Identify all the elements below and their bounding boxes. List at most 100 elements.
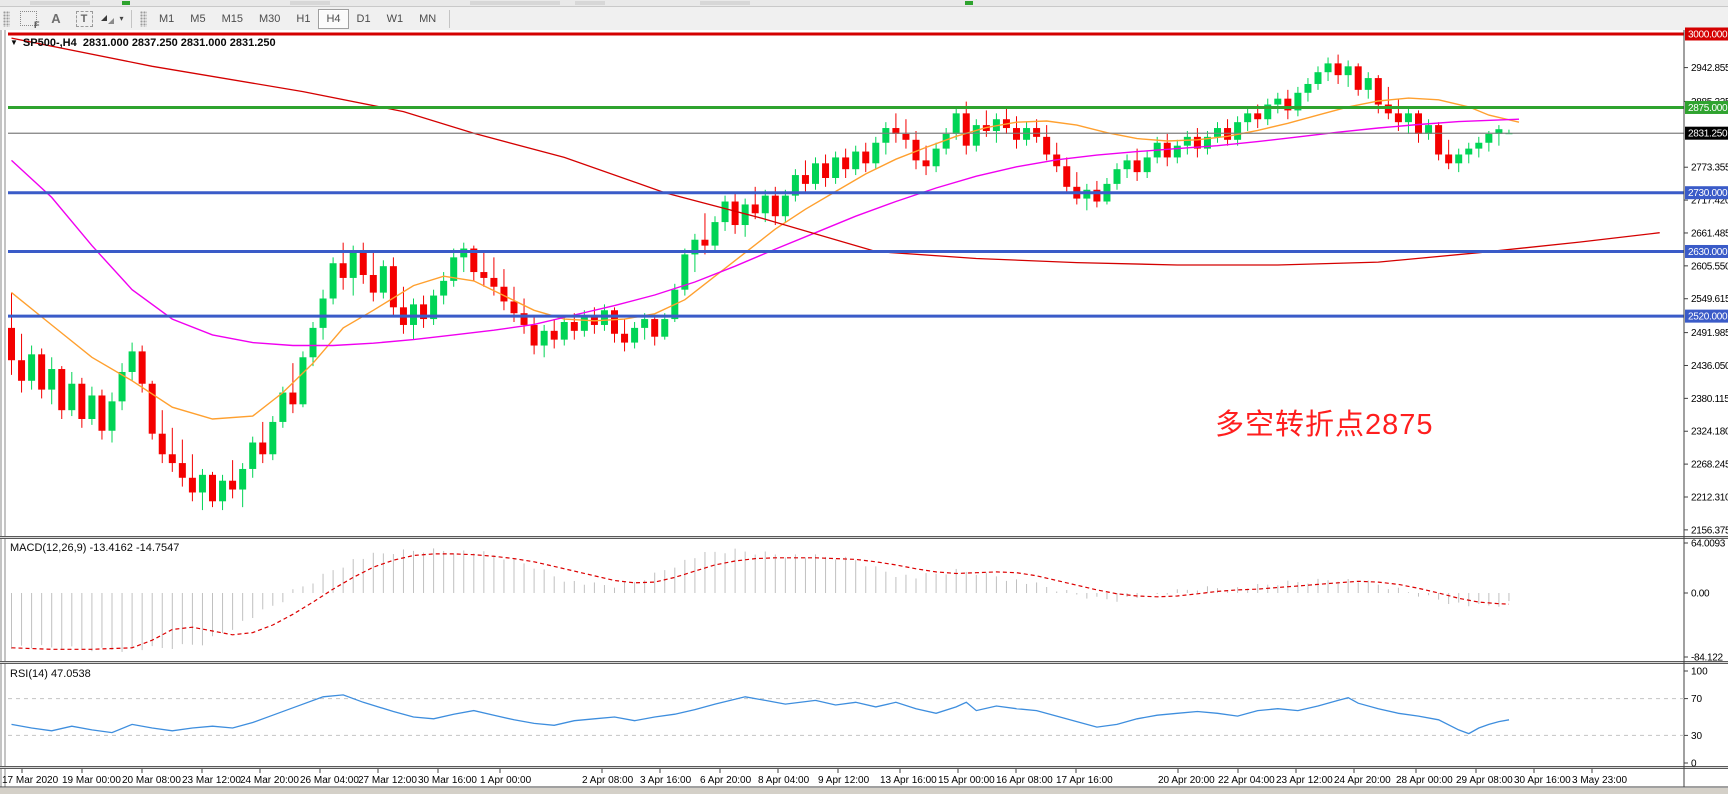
timeframe-button-mn[interactable]: MN xyxy=(419,12,437,25)
text-label-tool-button[interactable]: A xyxy=(42,8,70,30)
candle-body xyxy=(1183,136,1191,146)
price-badge-2520.000 xyxy=(1685,309,1728,323)
timeframe-button-w1[interactable]: W1 xyxy=(386,12,404,25)
panel-splitter[interactable] xyxy=(0,661,1728,664)
candle-body xyxy=(359,251,367,275)
window-bottom-strip xyxy=(0,788,1728,794)
candle-body xyxy=(691,239,699,255)
candle-body xyxy=(1475,142,1483,149)
candle-body xyxy=(1123,160,1131,170)
candle-body xyxy=(1354,66,1362,90)
candle-body xyxy=(8,327,15,361)
time-tick-label: 19 Mar 00:00 xyxy=(62,775,121,786)
candle-body xyxy=(882,128,890,143)
macd-tick-label: 64.0093 xyxy=(1691,539,1726,550)
candle-body xyxy=(440,280,448,296)
timeframe-button-m5[interactable]: M5 xyxy=(190,12,206,25)
candle-body xyxy=(168,454,176,464)
time-tick-label: 22 Apr 04:00 xyxy=(1218,775,1275,786)
toolbar-separator xyxy=(449,9,451,28)
macd-tick-label: -84.122 xyxy=(1691,653,1724,664)
timeframe-button-group: M1 M5 M15 M30 H1 H4 D1 W1 MN xyxy=(151,8,444,29)
toolbar-separator xyxy=(131,9,132,28)
candle-body xyxy=(1063,166,1071,187)
rsi-tick-label: 0 xyxy=(1691,759,1697,770)
candle-body xyxy=(118,371,126,402)
candle-body xyxy=(560,322,568,340)
timeframe-button-h4[interactable]: H4 xyxy=(318,8,349,29)
time-tick-label: 23 Mar 12:00 xyxy=(182,775,241,786)
time-tick-label: 30 Apr 16:00 xyxy=(1514,775,1571,786)
candle-body xyxy=(721,201,729,223)
fibo-grid-tool-button[interactable]: F xyxy=(14,8,42,30)
rsi-line xyxy=(11,694,1510,735)
chart-ohlc-header: ▼ SP500-,H4 2831.000 2837.250 2831.000 28… xyxy=(10,37,276,49)
candle-body xyxy=(962,113,970,146)
candle-body xyxy=(1013,128,1020,140)
symbol-dropdown-icon[interactable]: ▼ xyxy=(10,38,18,47)
timeframe-button-m30[interactable]: M30 xyxy=(258,12,281,25)
candle-body xyxy=(922,160,930,167)
toolbar-grip[interactable] xyxy=(3,10,10,27)
candle-body xyxy=(932,148,940,167)
candle-body xyxy=(1324,63,1332,73)
time-tick-label: 26 Mar 04:00 xyxy=(300,775,359,786)
candle-body xyxy=(580,316,588,331)
price-tick-label: 2156.375 xyxy=(1691,525,1728,536)
candle-body xyxy=(1455,154,1463,164)
timeframe-button-m1[interactable]: M1 xyxy=(159,12,175,25)
timeframe-button-m15[interactable]: M15 xyxy=(221,12,243,25)
panel-splitter[interactable] xyxy=(0,536,1728,539)
macd-signal-line xyxy=(11,553,1510,650)
candle-body xyxy=(1203,136,1211,149)
macd-tick-label: 0.00 xyxy=(1691,589,1710,600)
price-badge-label: 3000.000 xyxy=(1688,30,1728,41)
toolbar-fragment xyxy=(30,1,90,5)
candle-body xyxy=(812,163,819,184)
price-badge-2630.000 xyxy=(1685,244,1728,258)
candle-body xyxy=(942,133,950,149)
toolbar-grip[interactable] xyxy=(140,10,147,27)
price-tick-label: 2324.180 xyxy=(1691,427,1728,438)
chart-text-annotation[interactable]: 多空转折点2875 xyxy=(1215,409,1434,441)
toolbar-fragment xyxy=(470,1,560,5)
candle-body xyxy=(490,277,498,287)
candle-body xyxy=(1264,104,1272,120)
candle-body xyxy=(128,351,136,372)
price-badge-2730.000 xyxy=(1685,186,1728,200)
candle-body xyxy=(188,477,196,493)
time-tick-label: 8 Apr 04:00 xyxy=(758,775,810,786)
ohlc-high: 2837.250 xyxy=(131,37,178,49)
ohlc-close: 2831.250 xyxy=(229,37,276,49)
price-badge-3000.000 xyxy=(1685,27,1728,41)
candle-body xyxy=(510,301,518,314)
candle-body xyxy=(38,354,46,390)
timeframe-button-h1[interactable]: H1 xyxy=(296,12,311,25)
candle-body xyxy=(219,480,227,502)
candle-body xyxy=(158,433,166,455)
time-tick-label: 29 Apr 08:00 xyxy=(1456,775,1513,786)
arrows-tool-button[interactable]: ▾ xyxy=(98,8,126,30)
timeframe-button-d1[interactable]: D1 xyxy=(356,12,371,25)
price-tick-label: 2212.310 xyxy=(1691,492,1728,503)
time-tick-label: 2 Apr 08:00 xyxy=(582,775,634,786)
candle-body xyxy=(500,286,508,302)
candle-body xyxy=(1274,98,1282,105)
clipped-toolbar-row xyxy=(0,0,1728,7)
candle-body xyxy=(319,298,327,328)
rsi-tick-label: 70 xyxy=(1691,694,1703,705)
candle-body xyxy=(1163,142,1171,158)
price-tick-label: 2380.115 xyxy=(1691,394,1728,405)
price-badge-label: 2730.000 xyxy=(1688,188,1728,199)
candle-body xyxy=(239,468,247,490)
candle-body xyxy=(540,330,548,346)
panel-splitter[interactable] xyxy=(0,766,1728,769)
candle-body xyxy=(58,369,66,411)
candle-body xyxy=(209,474,216,502)
time-tick-label: 30 Mar 16:00 xyxy=(418,775,477,786)
text-box-tool-button[interactable]: T xyxy=(70,8,98,30)
candle-body xyxy=(1374,78,1382,105)
candle-body xyxy=(1033,128,1041,137)
ohlc-low: 2831.000 xyxy=(180,37,227,49)
